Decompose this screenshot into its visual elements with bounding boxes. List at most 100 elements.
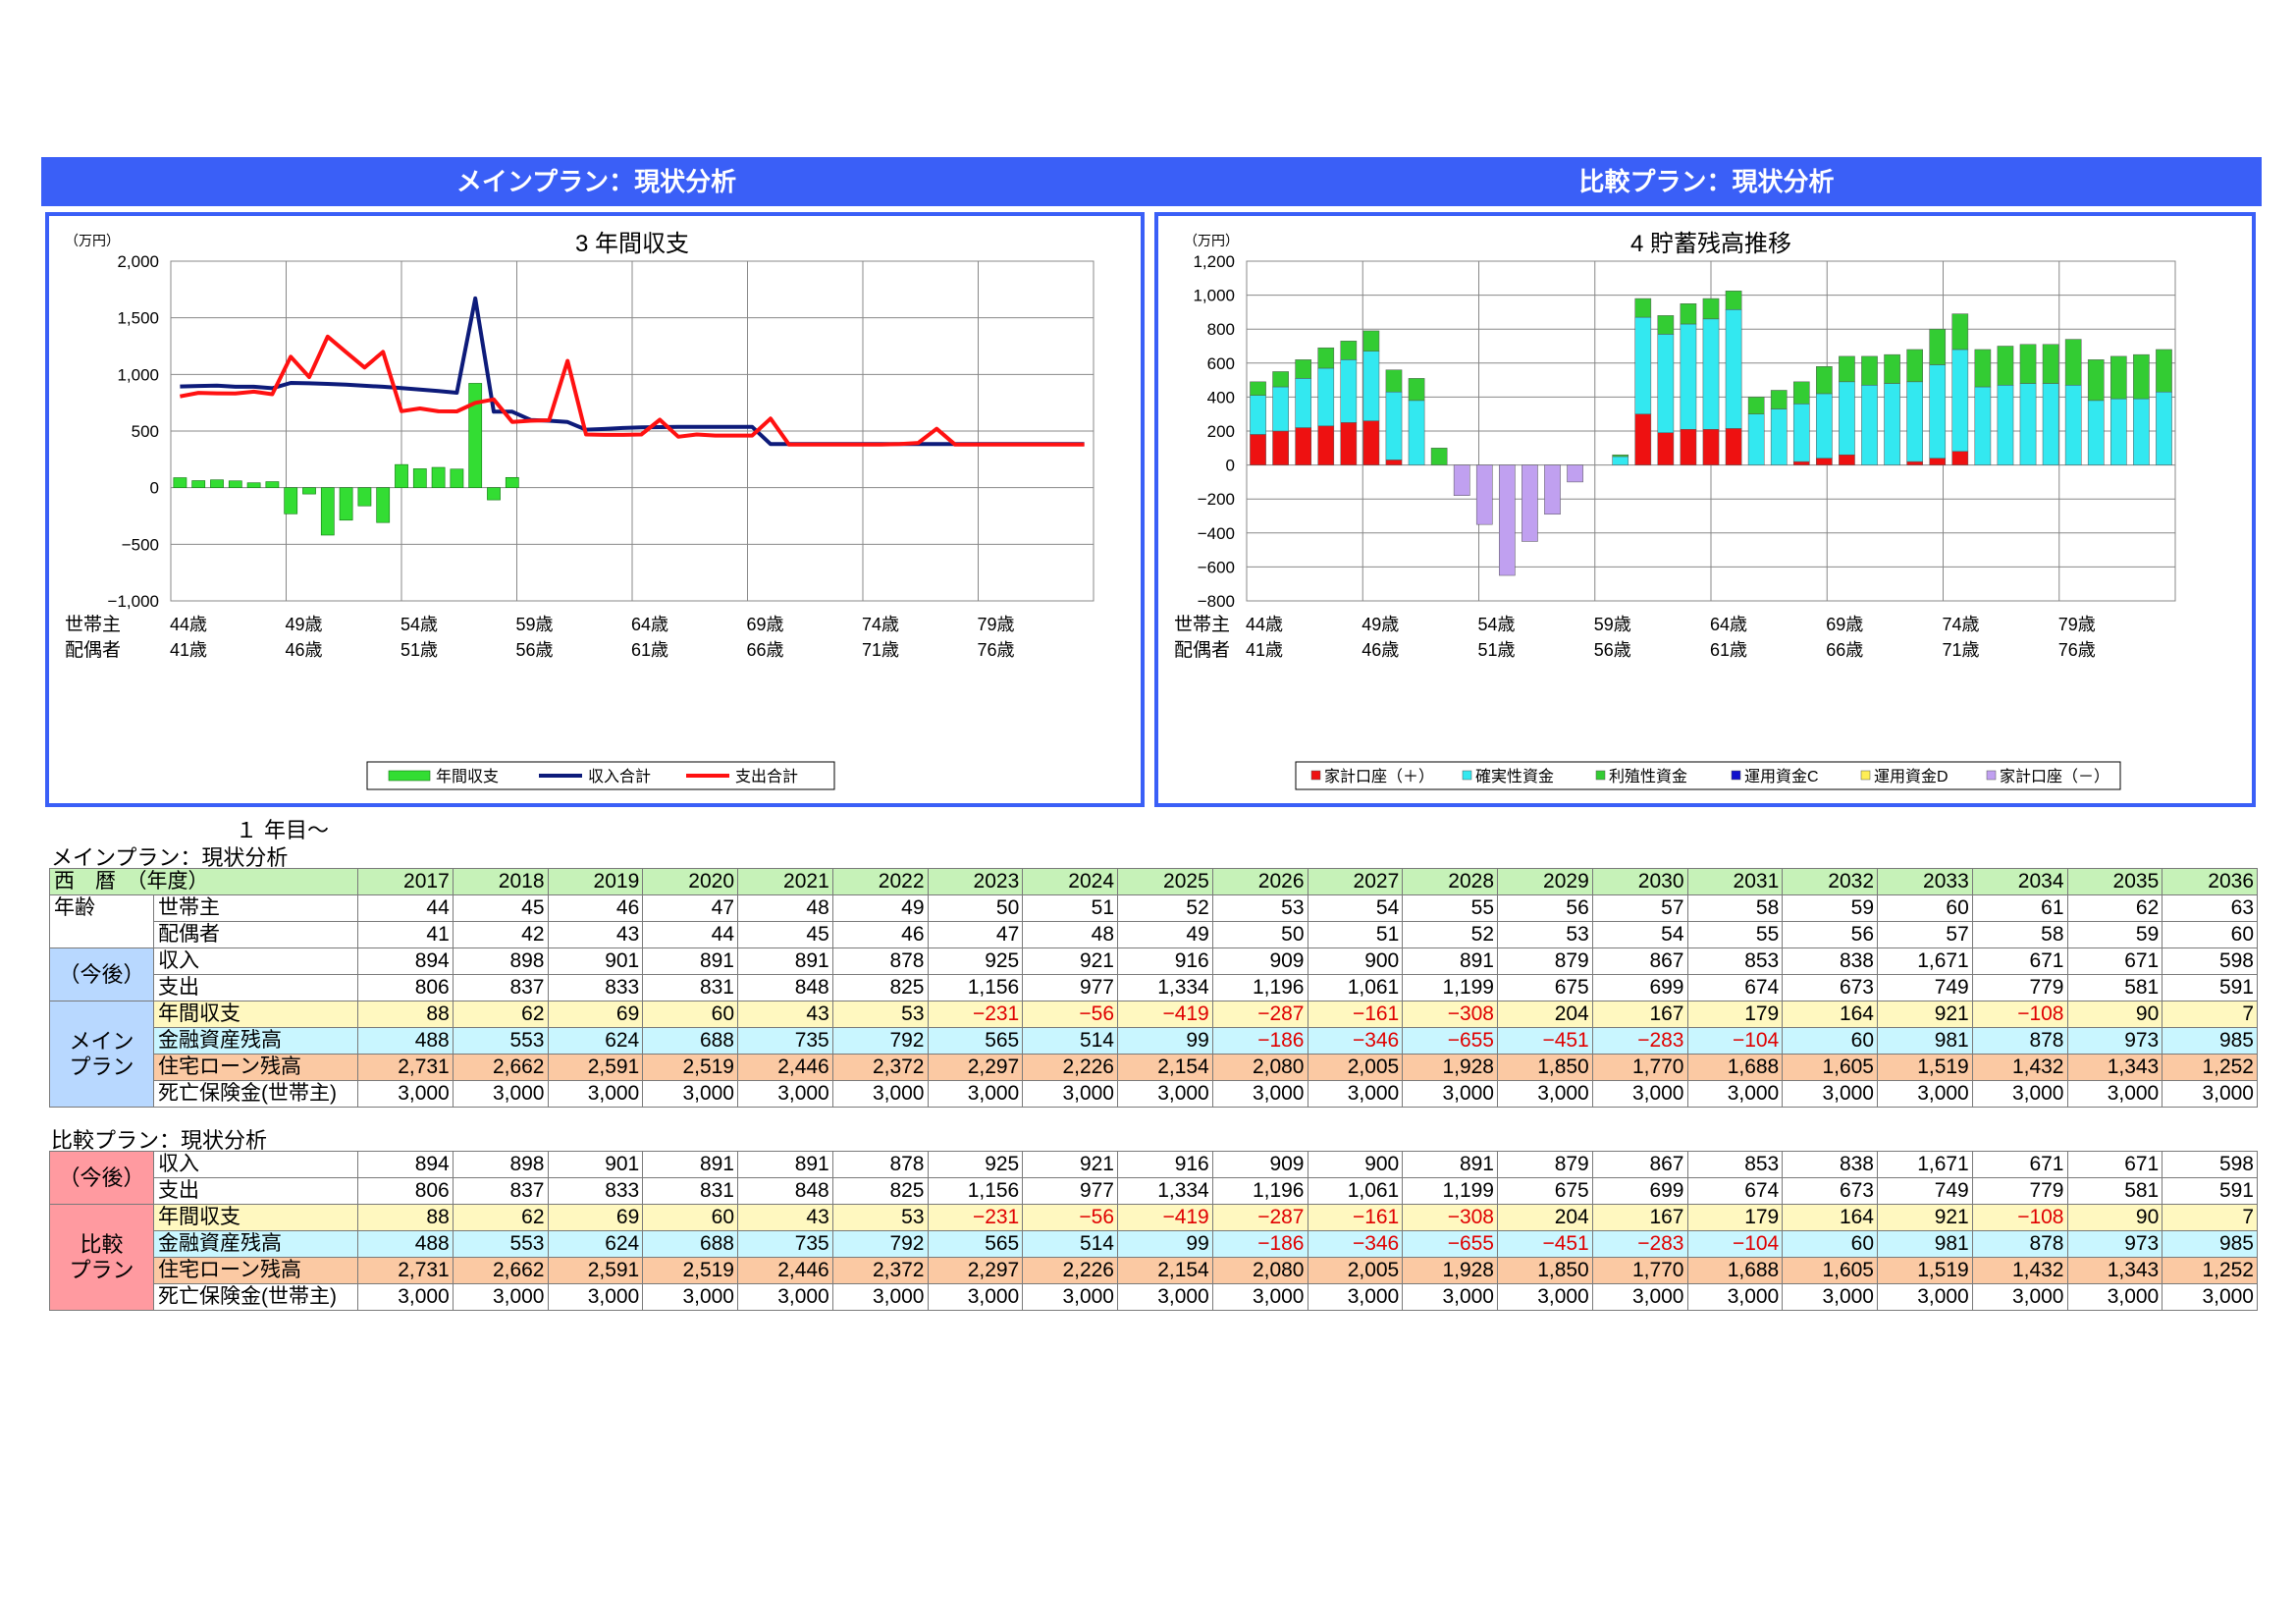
cell-value: 671 (2066, 1151, 2163, 1178)
cell-value: 916 (1117, 947, 1213, 975)
cell-value: 3,000 (357, 1080, 454, 1108)
x-tick-spouse-age: 76歳 (977, 640, 1014, 660)
bar-segment (1612, 454, 1629, 458)
bar-segment (1362, 351, 1380, 421)
bar-segment (1680, 323, 1697, 430)
cell-value: 1,334 (1117, 1177, 1213, 1205)
compare-plan-table: （今後） 収入 894 898 901 891 891 878 925 921 916 909 900 8… (49, 1151, 2258, 1311)
cell-value: 2,297 (927, 1054, 1024, 1081)
year-cell: 2026 (1211, 868, 1308, 895)
cell-value: 514 (1022, 1027, 1118, 1055)
cell-value: 179 (1686, 1001, 1784, 1028)
cell-value: 54 (1307, 894, 1404, 922)
cell-value: 925 (927, 1151, 1024, 1178)
bar-segment (1929, 458, 1947, 465)
cell-value: 921 (1877, 1001, 1973, 1028)
cell-value: 43 (737, 1204, 833, 1231)
cell-value: 1,252 (2162, 1257, 2258, 1284)
x-tick-spouse-age: 61歳 (631, 640, 668, 660)
bar-segment (1657, 334, 1675, 433)
cell-value: 825 (831, 1177, 929, 1205)
cell-value: 3,000 (1782, 1283, 1878, 1311)
cell-value: 3,000 (1782, 1080, 1878, 1108)
cell-value: 49 (831, 894, 929, 922)
cell-value: 985 (2162, 1027, 2258, 1055)
bar-segment (2109, 398, 2127, 465)
year-cell: 2017 (357, 868, 454, 895)
bar-segment (1317, 367, 1335, 427)
bar-segment (1295, 359, 1312, 379)
cell-value: 48 (1022, 921, 1118, 948)
cell-value: 2,226 (1022, 1054, 1118, 1081)
cell-value: 2,731 (357, 1054, 454, 1081)
bar-segment (1725, 309, 1742, 429)
cell-value: 1,252 (2162, 1054, 2258, 1081)
row-label-expense: 支出 (153, 1177, 358, 1205)
legend-label: 家計口座（－） (2000, 768, 2109, 785)
bar-segment (1657, 432, 1675, 465)
bar-segment (2156, 391, 2172, 465)
cell-value: 204 (1497, 1001, 1593, 1028)
cell-value: 985 (2162, 1230, 2258, 1258)
cell-value: 673 (1782, 1177, 1878, 1205)
cell-value: 624 (547, 1230, 644, 1258)
year-cell: 2036 (2162, 868, 2258, 895)
x-tick-head-age: 49歳 (1362, 615, 1399, 634)
bar-segment (1816, 366, 1833, 395)
year-cell: 2027 (1307, 868, 1404, 895)
bar-segment (1475, 464, 1493, 525)
future-label: （今後） (49, 1151, 154, 1205)
cell-value: 56 (1782, 921, 1878, 948)
cell-value: 57 (1591, 894, 1688, 922)
cell-value: −104 (1686, 1230, 1784, 1258)
bar-segment (1612, 456, 1629, 465)
bar-annual-balance (173, 477, 187, 488)
y-tick-label: 2,000 (117, 252, 159, 271)
cell-value: 1,688 (1686, 1257, 1784, 1284)
cell-value: 838 (1782, 1151, 1878, 1178)
cell-value: 47 (642, 894, 738, 922)
cell-value: 792 (831, 1027, 929, 1055)
savings-balance-chart: （万円） 4 貯蓄残高推移 1,200 1,000 800 600 400 200 0 −200 −… (1174, 231, 2176, 790)
cell-value: 553 (452, 1027, 549, 1055)
bar-segment (1250, 395, 1266, 435)
plan-side-label: メイン プラン (49, 1001, 154, 1108)
cell-value: 50 (927, 894, 1024, 922)
legend-label: 利殖性資金 (1609, 768, 1687, 785)
cell-value: 2,446 (737, 1054, 833, 1081)
bar-segment (1747, 397, 1765, 414)
bar-segment (1702, 298, 1720, 320)
cell-value: 51 (1307, 921, 1404, 948)
y-tick-label: −600 (1198, 558, 1235, 576)
cell-value: 59 (2066, 921, 2163, 948)
cell-value: 925 (927, 947, 1024, 975)
cell-value: 42 (452, 921, 549, 948)
bar-segment (1680, 303, 1697, 325)
cell-value: 894 (357, 947, 454, 975)
bar-segment (1250, 434, 1266, 465)
cell-value: 921 (1022, 1151, 1118, 1178)
cell-value: 624 (547, 1027, 644, 1055)
plan-side-line-1: メイン (69, 1028, 134, 1054)
x-tick-spouse-age: 46歳 (285, 640, 322, 660)
cell-value: 51 (1022, 894, 1118, 922)
cell-value: 867 (1591, 1151, 1688, 1178)
cell-value: 2,372 (831, 1257, 929, 1284)
bar-segment (1499, 464, 1516, 576)
cell-value: −186 (1211, 1027, 1308, 1055)
x-tick-spouse-age: 46歳 (1362, 640, 1399, 660)
bar-segment (2156, 349, 2172, 393)
year-cell: 2035 (2066, 868, 2163, 895)
cell-value: 2,519 (642, 1054, 738, 1081)
cell-value: 977 (1022, 974, 1118, 1001)
cell-value: −287 (1211, 1001, 1308, 1028)
cell-value: 88 (357, 1204, 454, 1231)
x-tick-head-age: 49歳 (285, 615, 322, 634)
cell-value: 60 (642, 1001, 738, 1028)
row-label-insurance: 死亡保険金(世帯主) (153, 1283, 358, 1311)
head-label: 世帯主 (153, 894, 358, 922)
x-tick-spouse-age: 71歳 (862, 640, 899, 660)
cell-value: 3,000 (1971, 1283, 2068, 1311)
cell-value: 53 (1211, 894, 1308, 922)
bar-segment (1702, 429, 1720, 465)
